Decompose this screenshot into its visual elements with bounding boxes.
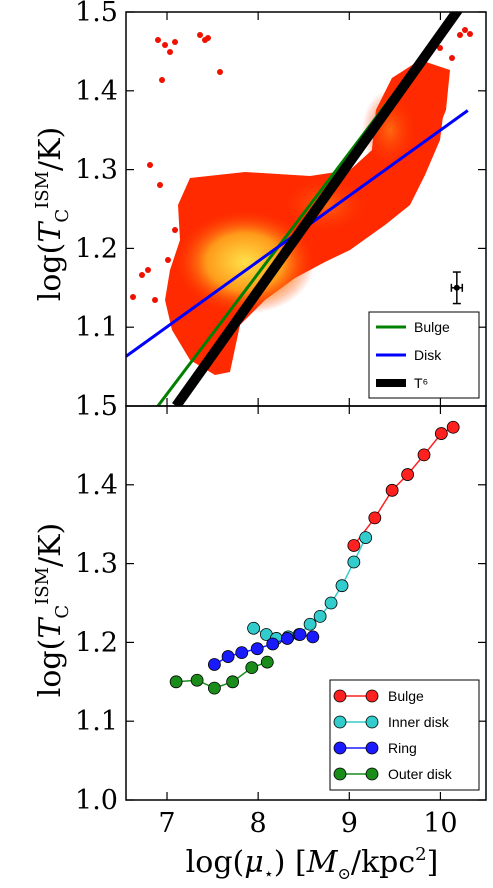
series-point [293,628,307,641]
series-point [226,675,240,689]
outlier-point [159,77,165,83]
outlier-point [437,45,443,51]
density-core [175,210,315,314]
outlier-point [157,182,163,188]
y-tick-label: 1.4 [75,76,118,107]
series-point [446,420,460,434]
outlier-point [145,267,151,273]
x-tick-label: 8 [250,808,267,839]
series-point [401,468,415,481]
series-point [347,539,361,552]
series-point [280,632,294,645]
top-y-ticks: 1.1 1.2 1.3 1.4 1.5 1.5 [75,0,486,422]
y-tick-label: 1.0 [75,785,118,816]
y-tick-label: 1.5 [75,0,118,28]
outlier-point [139,272,145,278]
bottom-y-axis-label: log(TCISM/K) [32,523,73,697]
outlier-point [165,257,171,263]
series-point [169,675,183,689]
outlier-point [152,297,158,303]
legend-label: Bulge [388,688,424,704]
series-line [353,426,454,546]
legend-label: Ring [388,740,417,756]
series-point [245,661,259,675]
legend-label-t6: T⁶ [414,375,428,391]
legend-label-disk: Disk [414,347,442,363]
legend-label: Inner disk [388,714,450,730]
y-tick-label: 1.1 [75,706,118,737]
series-point [250,642,264,656]
outlier-point [155,37,161,43]
x-tick-label: 9 [341,808,358,839]
series-point [335,579,349,593]
series-point [266,637,280,651]
y-tick-label: 1.5 [75,391,118,422]
outlier-point [147,162,153,168]
x-tick-label: 10 [423,808,457,839]
bottom-legend: Bulge Inner disk Ring Outer disk [329,679,480,791]
density-outliers [130,27,473,303]
outlier-point [462,27,468,33]
y-tick-label: 1.2 [75,233,118,264]
series-point [434,427,448,440]
outlier-point [197,32,203,38]
series-point [306,630,320,644]
top-x-ticks [166,12,442,406]
bottom-y-ticks: 1.0 1.1 1.2 1.3 1.4 [75,470,486,816]
outlier-point [167,49,173,55]
top-y-axis-label: log(TCISM/K) [32,127,73,301]
series-point [260,655,274,669]
density-ridge-upper [362,90,418,170]
outlier-point [449,55,455,61]
top-legend: Bulge Disk T⁶ [368,311,480,399]
bottom-series [169,420,460,695]
outlier-point [467,31,473,37]
outlier-point [205,35,211,41]
bottom-panel: 1.0 1.1 1.2 1.3 1.4 7 8 9 10 Bulge Inner disk Rin… [32,405,487,883]
series-point [190,673,204,687]
x-tick-label: 7 [158,808,175,839]
y-tick-label: 1.3 [75,155,118,186]
series-point [208,681,221,695]
series-point [208,658,221,671]
outlier-point [457,32,463,38]
series-point [417,448,431,462]
fit-lines [126,12,469,406]
legend-label-bulge: Bulge [414,319,450,335]
outlier-point [172,227,178,233]
y-tick-label: 1.2 [75,627,118,658]
series-point [324,596,338,610]
series-point [385,483,399,497]
bottom-axes-frame [125,405,487,801]
error-bar [450,271,464,305]
outlier-point [130,294,136,300]
outlier-point [172,39,178,45]
series-point [303,617,317,631]
t6-fit-line [172,12,463,406]
series-point [247,621,260,635]
top-panel: 1.1 1.2 1.3 1.4 1.5 1.5 Bulge Disk T⁶ log(TCI… [32,0,487,422]
legend-label: Outer disk [388,766,453,782]
y-tick-label: 1.4 [75,470,118,501]
y-tick-label: 1.3 [75,549,118,580]
series-point [313,609,327,623]
series-point [368,511,382,525]
y-tick-label: 1.1 [75,312,118,343]
series-point [347,555,361,569]
outlier-point [217,69,223,75]
outlier-point [162,42,168,48]
series-point [359,531,373,544]
x-axis-label: log(μ⋆) [M⊙/kpc2] [186,844,439,883]
series-point [235,646,249,660]
bottom-x-ticks: 7 8 9 10 [158,406,458,839]
series-point [221,650,235,663]
